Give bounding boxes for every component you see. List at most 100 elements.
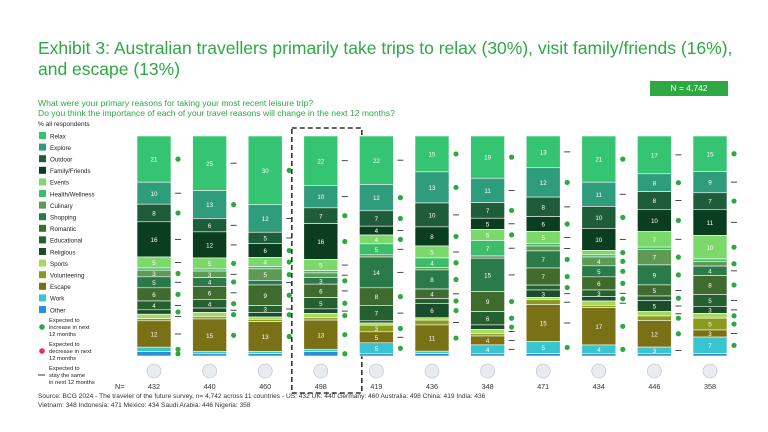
legend-swatch [39,166,46,174]
increase-marker [453,276,459,283]
bar-value-label: 5 [430,250,434,257]
bar-value-label: 6 [541,222,545,229]
legend-label: Health/Wellness [50,191,95,198]
bar-segment-1-13 [192,318,227,352]
n-value-label: 446 [648,382,660,391]
bar-segment-8-0 [581,135,617,183]
decrease-legend-marker [39,348,45,354]
increase-marker [509,154,515,160]
increase-marker [620,258,626,264]
bar-segment-0-13 [136,320,172,348]
bar-segment-8-5 [581,254,617,258]
increase-marker [731,321,737,327]
increase-marker [564,221,570,227]
bar-segment-5-12 [414,319,450,326]
legend-label: Events [50,180,69,187]
bar-value-label: 6 [430,308,434,315]
bar-value-label: 5 [319,301,323,308]
flag-icon [424,363,440,379]
n-value-label: 498 [315,382,327,391]
increase-marker [397,345,403,351]
increase-marker [397,294,403,300]
increase-marker [397,236,403,242]
n-value-label: 436 [426,382,438,391]
increase-marker [675,254,682,260]
increase-marker [620,214,626,220]
legend-swatch [39,213,46,221]
bar-segment-6-1 [470,177,505,203]
bar-value-label: 13 [262,334,269,341]
legend-label: Explore [50,145,72,152]
legend-swatch [39,248,46,255]
bar-value-label: 6 [152,292,156,299]
bar-segment-9-0 [637,135,672,175]
n-value-label: 434 [593,382,605,391]
bar-segment-7-1 [525,167,561,198]
increase-marker [342,300,348,306]
bar-segment-2-5 [247,266,283,270]
bar-segment-2-13 [247,321,283,352]
increase-marker [453,233,459,240]
legend-label: Shopping [50,215,77,222]
increase-marker [175,270,181,277]
bar-value-label: 10 [429,213,436,220]
increase-marker [620,268,626,274]
bar-value-label: 4 [430,291,434,298]
bar-segment-0-11 [136,313,172,319]
increase-marker [731,198,737,204]
bar-value-label: 10 [151,191,158,198]
n-total-badge: N = 4,742 [650,81,728,96]
bar-value-label: 8 [541,204,545,211]
bar-value-label: 9 [486,299,490,306]
bar-value-label: 8 [430,234,434,241]
bar-value-label: 8 [152,211,156,218]
bar-value-label: 6 [597,281,601,288]
marker-legend-label: in next 12 months [49,380,95,386]
bar-segment-8-4 [581,250,617,256]
bar-value-label: 4 [708,268,712,275]
legend-label: Work [50,296,65,303]
bar-value-label: 15 [429,152,436,159]
legend-swatch [39,190,46,197]
flag-icon [702,363,718,379]
bar-value-label: 7 [375,216,379,223]
bar-segment-1-1 [192,190,227,220]
increase-marker [731,151,737,157]
bar-segment-6-11 [470,329,505,335]
increase-marker [731,313,737,319]
increase-marker [231,279,237,285]
bar-value-label: 8 [708,283,712,290]
bar-segment-10-3 [692,209,728,236]
bar-value-label: 6 [486,316,490,323]
increase-marker [342,351,348,357]
bar-value-label: 3 [375,326,379,333]
increase-marker [286,259,292,265]
bar-value-label: 7 [653,237,657,244]
bar-value-label: 4 [486,338,490,345]
increase-marker [286,167,292,173]
bar-value-label: 12 [651,331,658,338]
bar-segment-3-13 [303,319,339,350]
bar-segment-4-7 [359,256,394,289]
increase-marker [286,312,292,318]
bar-segment-1-11 [192,312,227,318]
bar-segment-10-15 [692,353,728,357]
increase-marker [675,272,682,278]
bar-segment-3-15 [303,351,339,357]
increase-marker [342,278,348,284]
legend-swatch [39,143,46,151]
increase-marker [342,238,348,245]
bar-segment-10-6 [692,261,728,267]
bar-segment-2-12 [247,319,283,322]
bar-segment-2-15 [247,353,283,357]
bar-segment-0-5 [136,267,172,271]
bar-value-label: 3 [541,291,545,298]
bar-value-label: 4 [486,347,490,354]
legend-swatch [39,201,46,209]
bar-segment-8-10 [581,296,617,302]
bar-value-label: 6 [263,248,267,255]
increase-marker [397,325,403,332]
bar-value-label: 21 [151,157,158,164]
legend-label: Culinary [50,203,74,210]
